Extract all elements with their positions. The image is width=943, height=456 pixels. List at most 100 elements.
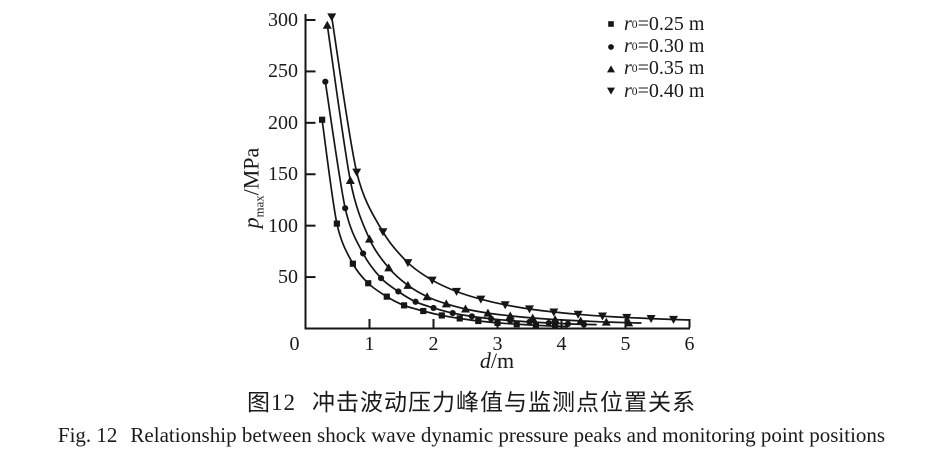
y-tick-label: 50 (278, 266, 298, 289)
data-point-square (400, 302, 408, 309)
legend-subscript: 0 (631, 62, 638, 76)
data-point-triangle-down (500, 301, 510, 310)
circle-glyph (608, 43, 614, 50)
data-point-triangle-down (622, 313, 632, 322)
data-point-triangle-up (576, 316, 586, 325)
data-point-square (365, 280, 372, 287)
data-point-square (513, 321, 520, 328)
data-point-triangle-up (624, 318, 634, 327)
data-point-triangle-down (525, 305, 534, 314)
data-point-triangle-down (327, 13, 337, 22)
data-point-square (349, 260, 356, 267)
data-point-circle (449, 309, 456, 317)
data-point-square (532, 322, 539, 329)
data-point-triangle-up (403, 280, 413, 289)
caption-zh-text: 冲击波动压力峰值与监测点位置关系 (312, 390, 696, 415)
data-point-triangle-up (528, 313, 538, 322)
data-point-triangle-down (378, 228, 388, 237)
data-point-square (475, 317, 482, 325)
data-point-triangle-down (403, 259, 413, 268)
curve-r0-0.25-m (321, 119, 568, 328)
y-tick-label: 250 (268, 60, 298, 83)
y-tick-label: 300 (268, 9, 298, 31)
chart-legend: r 0 =0.25 m r 0 =0.30 m r 0 =0.35 m r 0 =0.40 m (604, 13, 704, 103)
x-axis-unit: /m (490, 348, 515, 373)
data-point-triangle-down (597, 312, 607, 321)
legend-value: =0.40 m (637, 79, 705, 102)
data-point-circle (468, 313, 475, 320)
data-point-square (319, 116, 326, 123)
origin-tick-label: 0 (289, 333, 300, 355)
legend-item: r 0 =0.40 m (604, 80, 704, 102)
legend-subscript: 0 (631, 17, 638, 31)
data-point-triangle-down (646, 315, 656, 324)
data-point-circle (377, 275, 385, 282)
triangle-up-icon (607, 65, 615, 73)
legend-subscript: 0 (631, 84, 638, 98)
legend-item: r 0 =0.35 m (604, 57, 705, 80)
x-tick-label: 3 (492, 333, 503, 355)
data-point-triangle-up (601, 317, 611, 326)
legend-variable: r (624, 79, 632, 102)
square-icon (608, 21, 614, 27)
caption-en-label: Fig. 12 (57, 423, 118, 447)
legend-value: =0.25 m (637, 12, 705, 35)
data-point-square (494, 319, 501, 326)
data-point-triangle-up (505, 311, 515, 320)
triangle-down-glyph (607, 87, 615, 95)
data-point-circle (430, 304, 437, 312)
legend-item: r 0 =0.30 m (604, 35, 704, 57)
data-point-square (420, 307, 427, 315)
circle-icon (608, 43, 614, 50)
x-axis-label: d/m (447, 348, 547, 374)
y-tick-label: 200 (268, 111, 298, 134)
legend-variable: r (624, 57, 632, 80)
legend-value: =0.30 m (637, 35, 705, 58)
axis-lines (304, 14, 690, 330)
data-point-triangle-down (549, 308, 559, 317)
data-point-square (456, 315, 463, 322)
caption-zh-label: 图12 (247, 390, 296, 415)
data-point-square (333, 220, 340, 227)
data-point-triangle-up (461, 304, 470, 313)
caption-chinese: 图12 冲击波动压力峰值与监测点位置关系 (0, 383, 943, 417)
data-point-square (552, 323, 559, 330)
legend-value: =0.35 m (637, 57, 705, 80)
data-point-triangle-down (452, 287, 462, 296)
y-axis-subscript: max (252, 195, 267, 218)
data-point-circle (412, 298, 419, 305)
x-tick-label: 5 (620, 333, 631, 355)
data-point-circle (488, 315, 495, 322)
data-point-triangle-down (573, 310, 583, 319)
x-tick-label: 4 (556, 333, 567, 355)
curve-r0-0.30-m (324, 81, 597, 326)
caption-english: Fig. 12 Relationship between shock wave d… (0, 423, 943, 448)
data-point-circle (322, 78, 329, 85)
x-axis-variable: d (479, 348, 491, 373)
data-point-triangle-up (384, 263, 394, 272)
data-point-circle (545, 319, 552, 327)
data-point-triangle-up (483, 308, 493, 317)
legend-item: r 0 =0.25 m (604, 13, 704, 35)
y-axis-variable: p (238, 217, 264, 229)
triangle-down-icon (607, 87, 615, 95)
data-point-triangle-down (427, 276, 437, 285)
data-point-circle (342, 205, 349, 212)
x-tick-label: 6 (684, 333, 695, 355)
caption-en-text: Relationship between shock wave dynamic … (130, 423, 886, 447)
y-tick-label: 100 (268, 214, 298, 237)
data-point-circle (564, 320, 572, 327)
curve-r0-0.35-m (326, 24, 642, 324)
chart-plot-area (304, 13, 691, 330)
data-point-triangle-up (550, 315, 560, 324)
data-point-triangle-down (352, 168, 362, 177)
data-point-triangle-up (322, 20, 332, 29)
legend-variable: r (624, 12, 632, 35)
x-tick-label: 2 (428, 333, 439, 355)
data-point-triangle-up (422, 292, 432, 301)
data-point-triangle-up (441, 299, 451, 308)
legend-subscript: 0 (631, 40, 638, 54)
data-point-circle (395, 288, 402, 295)
x-tick-label: 1 (364, 333, 375, 355)
